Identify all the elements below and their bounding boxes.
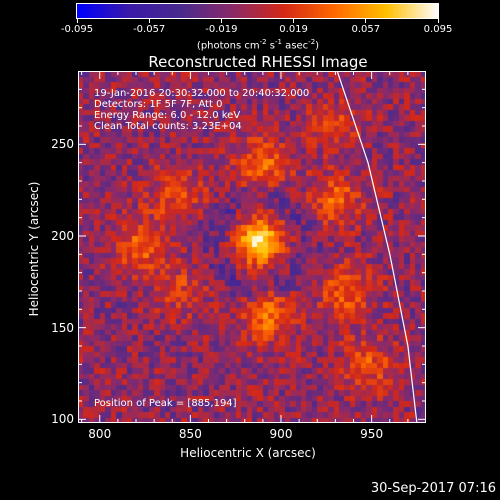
y-tick-label: 150 [51,320,74,335]
solar-limb-line [336,71,418,423]
colorbar-tick-mark [148,19,150,23]
y-axis-label: Heliocentric Y (arcsec) [27,181,41,317]
colorbar-units-label: (photons cm-2 s-1 asec-2) [196,38,320,52]
colorbar-tick-mark [437,19,439,23]
colorbar-gradient [77,4,438,18]
x-tick-label: 850 [178,427,202,441]
axis-tickmarks [78,71,426,423]
heatmap-image [78,71,426,423]
observation-time: 19-Jan-2016 20:30:32.000 to 20:40:32.000 [94,88,310,99]
creation-datestamp: 30-Sep-2017 07:16 [370,481,496,496]
x-tick-label: 800 [88,427,112,441]
peak-position-label: Position of Peak = [885,194] [94,398,237,409]
colorbar-tick-mark [293,19,295,23]
heatmap-plot [78,71,426,423]
colorbar-tick-label: 0.019 [279,24,308,35]
colorbar [76,3,439,19]
colorbar-tick-label: 0.095 [423,24,453,35]
plot-frame [78,71,426,423]
y-tick-label: 250 [51,137,74,152]
colorbar-tick-mark [220,19,222,23]
y-tick-label: 100 [51,412,74,427]
clean-counts-info: Clean Total counts: 3.23E+04 [94,121,242,132]
x-tick-label: 950 [360,427,384,441]
energy-range-info: Energy Range: 6.0 - 12.0 keV [94,110,241,121]
detectors-info: Detectors: 1F 5F 7F, Att 0 [94,99,223,110]
x-tick-label: 900 [269,427,293,441]
chart-title: Reconstructed RHESSI Image [148,53,368,71]
colorbar-tick-label: -0.057 [133,24,166,35]
colorbar-tick-mark [365,19,367,23]
colorbar-tick-label: 0.057 [351,24,381,35]
x-axis-label: Heliocentric X (arcsec) [180,446,316,460]
y-tick-label: 200 [51,229,74,243]
colorbar-tick-label: -0.095 [60,24,94,35]
colorbar-tick-mark [76,19,78,23]
colorbar-tick-label: -0.019 [205,24,238,35]
